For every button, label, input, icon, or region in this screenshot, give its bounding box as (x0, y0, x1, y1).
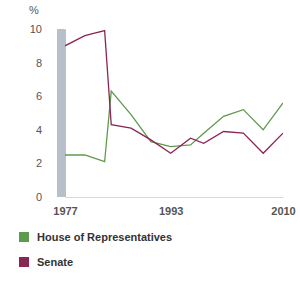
y-tick-label: 10 (30, 23, 42, 35)
x-tick: 1977 (53, 197, 77, 217)
y-tick-label: 0 (36, 191, 42, 203)
y-tick: 10 (30, 23, 65, 35)
legend-swatch (19, 257, 29, 267)
y-tick: 4 (36, 124, 65, 136)
legend-label: Senate (37, 256, 73, 268)
y-tick-label: 4 (36, 124, 42, 136)
x-tick-label: 2010 (271, 205, 295, 217)
legend: House of Representatives Senate (19, 231, 172, 268)
chart: 0 2 4 6 8 10 1977 1993 2010% House of Representat… (0, 0, 300, 282)
legend-swatch (19, 232, 29, 242)
x-tick-label: 1977 (53, 205, 77, 217)
y-axis: 0 2 4 6 8 10 (30, 23, 66, 203)
x-tick: 2010 (271, 197, 295, 217)
legend-label: House of Representatives (37, 231, 172, 243)
y-axis-line (65, 30, 66, 198)
series-line (65, 31, 283, 154)
x-tick: 1993 (159, 197, 183, 217)
x-axis-line (66, 197, 284, 198)
y-tick-label: 2 (36, 157, 42, 169)
y-tick: 0 (36, 191, 65, 203)
y-tick: 2 (36, 157, 65, 169)
y-tick: 6 (36, 90, 65, 102)
y-tick: 8 (36, 57, 65, 69)
lines (65, 31, 283, 162)
x-tick-label: 1993 (159, 205, 183, 217)
x-axis: 1977 1993 2010 (53, 197, 295, 217)
axis-band (57, 29, 65, 197)
plot: 0 2 4 6 8 10 1977 1993 2010 (30, 23, 296, 217)
y-tick-label: 8 (36, 57, 42, 69)
y-axis-title: % (29, 4, 39, 16)
y-tick-label: 6 (36, 90, 42, 102)
